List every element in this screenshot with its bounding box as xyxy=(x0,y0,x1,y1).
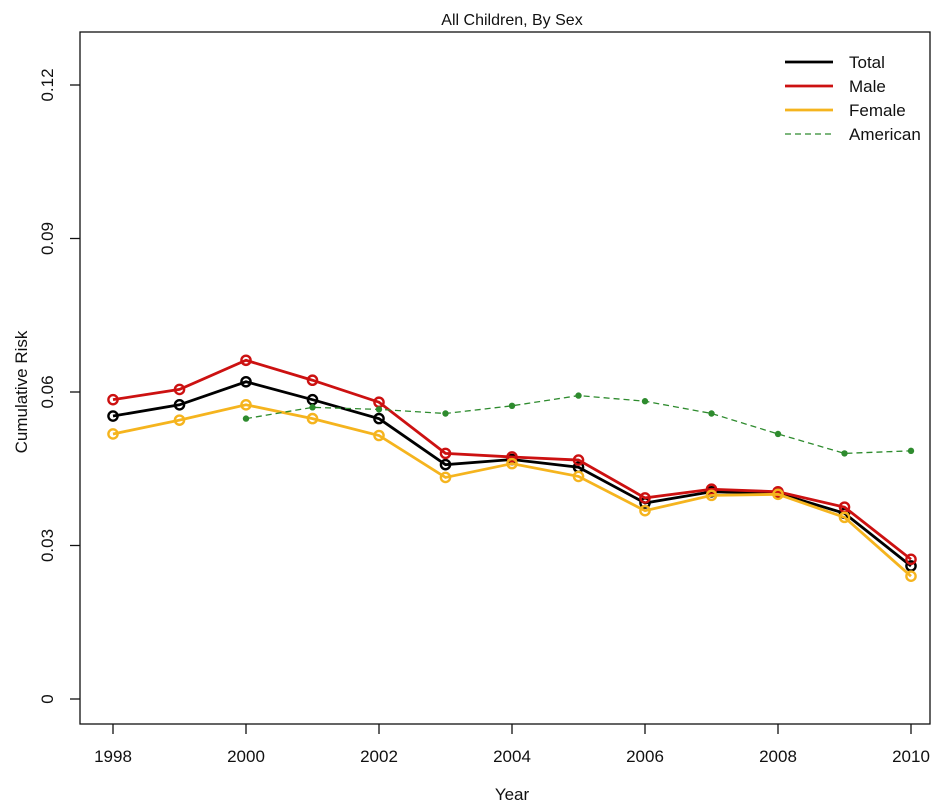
data-point-american xyxy=(708,410,715,417)
data-point-american xyxy=(375,406,383,413)
data-point-male xyxy=(905,553,917,566)
data-point-total xyxy=(373,412,385,425)
series-line-total xyxy=(112,380,912,568)
y-tick-label: 0 xyxy=(38,694,57,703)
y-tick-label: 0.03 xyxy=(38,529,57,562)
data-point-total xyxy=(107,410,119,422)
data-point-male xyxy=(572,454,585,466)
data-point-male xyxy=(306,374,319,387)
x-axis-label: Year xyxy=(495,785,530,804)
data-point-female xyxy=(639,504,651,517)
data-point-american xyxy=(641,398,649,405)
data-point-male xyxy=(240,354,252,367)
y-axis: 0 0.03 0.06 0.09 0.12 xyxy=(38,68,80,704)
x-tick-label: 2000 xyxy=(227,747,265,766)
data-point-female xyxy=(572,470,585,483)
data-point-american xyxy=(508,402,516,410)
y-tick-label: 0.09 xyxy=(38,222,57,255)
data-point-female xyxy=(905,570,917,583)
x-axis: 1998 2000 2002 2004 2006 2008 2010 xyxy=(94,724,930,766)
chart-title: All Children, By Sex xyxy=(441,12,582,29)
x-tick-label: 2008 xyxy=(759,747,797,766)
series-male xyxy=(107,354,917,566)
data-point-american xyxy=(442,410,449,417)
data-point-male xyxy=(705,483,718,496)
data-point-female xyxy=(772,488,784,501)
x-tick-label: 2004 xyxy=(493,747,531,766)
data-point-female xyxy=(240,398,252,411)
legend-label: Female xyxy=(849,101,906,120)
data-point-american xyxy=(309,404,316,411)
series-line-american xyxy=(245,394,912,455)
data-point-female xyxy=(173,414,186,426)
data-point-male xyxy=(506,451,518,463)
data-point-female xyxy=(306,412,319,425)
data-point-american xyxy=(841,450,848,457)
series-layer xyxy=(107,354,917,583)
data-point-female xyxy=(838,511,851,524)
data-point-male xyxy=(173,383,186,396)
series-female xyxy=(107,398,917,583)
data-point-male xyxy=(107,393,119,406)
data-point-female xyxy=(506,457,518,470)
data-point-female xyxy=(107,428,119,440)
data-point-total xyxy=(173,398,186,411)
data-point-male xyxy=(639,492,651,504)
data-point-american xyxy=(575,392,582,399)
series-american xyxy=(242,392,915,457)
x-tick-label: 2010 xyxy=(892,747,930,766)
data-point-male xyxy=(439,447,452,460)
y-tick-label: 0.06 xyxy=(38,375,57,408)
legend-label: Male xyxy=(849,77,886,96)
legend-label: American xyxy=(849,125,921,144)
data-point-total xyxy=(439,458,452,471)
data-point-american xyxy=(242,415,250,422)
y-axis-label: Cumulative Risk xyxy=(12,330,31,453)
series-line-male xyxy=(112,358,912,561)
data-point-total xyxy=(240,375,252,388)
legend: Total Male Female American xyxy=(785,53,921,144)
data-point-american xyxy=(907,447,915,455)
series-line-female xyxy=(112,403,912,578)
legend-label: Total xyxy=(849,53,885,72)
data-point-female xyxy=(705,489,718,502)
x-tick-label: 2002 xyxy=(360,747,398,766)
data-point-female xyxy=(373,429,385,442)
data-point-american xyxy=(774,430,782,438)
y-tick-label: 0.12 xyxy=(38,68,57,101)
data-point-female xyxy=(439,471,452,484)
plot-frame xyxy=(79,31,931,725)
x-tick-label: 2006 xyxy=(626,747,664,766)
x-tick-label: 1998 xyxy=(94,747,132,766)
